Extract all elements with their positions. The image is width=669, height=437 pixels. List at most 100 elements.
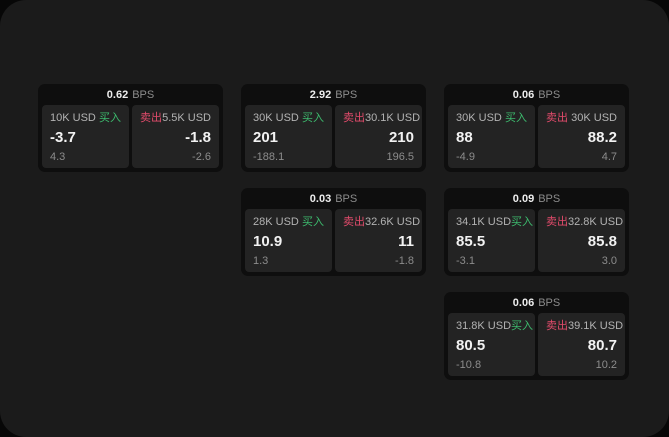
sell-panel-top: 卖出 32.6K USD <box>343 216 420 229</box>
sell-price: 88.2 <box>587 129 617 146</box>
quote-card: 2.92 BPS 30K USD 买入 201 -188.1 卖出 <box>241 84 426 172</box>
buy-side-label: 买入 <box>302 112 324 124</box>
sell-panel-top: 卖出 39.1K USD <box>546 320 623 333</box>
buy-sell-panels: 30K USD 买入 88 -4.9 卖出 30K USD 88.2 4.7 <box>444 105 629 172</box>
sell-amount: 30.1K USD <box>365 112 421 124</box>
sell-amount: 32.6K USD <box>365 216 421 228</box>
buy-side-label: 买入 <box>302 216 324 228</box>
buy-amount: 30K USD <box>456 112 502 124</box>
quote-card: 0.09 BPS 34.1K USD 买入 85.5 -3.1 卖出 <box>444 188 629 276</box>
bps-header: 0.06 BPS <box>444 292 629 313</box>
bps-unit-label: BPS <box>538 296 561 309</box>
bps-value: 2.92 <box>309 88 332 101</box>
sell-panel-top: 卖出 30.1K USD <box>343 112 420 125</box>
sell-panel-top: 卖出 32.8K USD <box>546 216 623 229</box>
sell-side-label: 卖出 <box>343 216 365 228</box>
quote-card: 0.06 BPS 30K USD 买入 88 -4.9 卖出 <box>444 84 629 172</box>
buy-sell-panels: 34.1K USD 买入 85.5 -3.1 卖出 32.8K USD 85.8… <box>444 209 629 276</box>
bps-unit-label: BPS <box>538 192 561 205</box>
sell-price: 210 <box>388 129 414 146</box>
buy-amount: 10K USD <box>50 112 96 124</box>
sell-price: 85.8 <box>587 233 617 250</box>
sell-panel[interactable]: 卖出 30K USD 88.2 4.7 <box>538 105 625 168</box>
buy-price: 201 <box>253 129 279 146</box>
buy-side-label: 买入 <box>511 320 534 332</box>
sell-panel[interactable]: 卖出 5.5K USD -1.8 -2.6 <box>132 105 219 168</box>
bps-unit-label: BPS <box>538 88 561 101</box>
bps-unit-label: BPS <box>335 192 358 205</box>
buy-panel-top: 10K USD 买入 <box>50 112 121 125</box>
buy-panel-top: 30K USD 买入 <box>253 112 324 125</box>
bps-header: 0.62 BPS <box>38 84 223 105</box>
sell-sub-value: 4.7 <box>601 151 617 163</box>
buy-sub-value: -3.1 <box>456 255 475 267</box>
buy-sell-panels: 10K USD 买入 -3.7 4.3 卖出 5.5K USD -1.8 -2.… <box>38 105 223 172</box>
buy-side-label: 买入 <box>511 216 534 228</box>
bps-header: 0.06 BPS <box>444 84 629 105</box>
sell-side-label: 卖出 <box>546 320 568 332</box>
buy-sub-value: -188.1 <box>253 151 285 163</box>
buy-panel[interactable]: 28K USD 买入 10.9 1.3 <box>245 209 332 272</box>
buy-sub-value: 1.3 <box>253 255 269 267</box>
buy-panel[interactable]: 30K USD 买入 88 -4.9 <box>448 105 535 168</box>
buy-panel-top: 30K USD 买入 <box>456 112 527 125</box>
buy-panel[interactable]: 31.8K USD 买入 80.5 -10.8 <box>448 313 535 376</box>
bps-header: 0.09 BPS <box>444 188 629 209</box>
buy-amount: 28K USD <box>253 216 299 228</box>
buy-sub-value: -4.9 <box>456 151 475 163</box>
sell-panel[interactable]: 卖出 32.6K USD 11 -1.8 <box>335 209 422 272</box>
buy-amount: 31.8K USD <box>456 320 512 332</box>
bps-value: 0.62 <box>106 88 129 101</box>
quote-card: 0.62 BPS 10K USD 买入 -3.7 4.3 卖出 <box>38 84 223 172</box>
sell-panel-top: 卖出 5.5K USD <box>140 112 211 125</box>
bps-unit-label: BPS <box>335 88 358 101</box>
sell-panel[interactable]: 卖出 30.1K USD 210 196.5 <box>335 105 422 168</box>
bps-value: 0.06 <box>512 88 535 101</box>
sell-amount: 39.1K USD <box>568 320 624 332</box>
sell-side-label: 卖出 <box>140 112 162 124</box>
bps-header: 0.03 BPS <box>241 188 426 209</box>
sell-sub-value: -1.8 <box>395 255 414 267</box>
buy-side-label: 买入 <box>505 112 527 124</box>
buy-panel[interactable]: 10K USD 买入 -3.7 4.3 <box>42 105 129 168</box>
bps-header: 2.92 BPS <box>241 84 426 105</box>
quote-card: 0.06 BPS 31.8K USD 买入 80.5 -10.8 卖 <box>444 292 629 380</box>
buy-sub-value: -10.8 <box>456 359 482 371</box>
sell-sub-value: 10.2 <box>595 359 617 371</box>
buy-price: 10.9 <box>253 233 283 250</box>
sell-amount: 30K USD <box>571 112 617 124</box>
buy-panel-top: 34.1K USD 买入 <box>456 216 533 229</box>
bps-value: 0.03 <box>309 192 332 205</box>
buy-price: -3.7 <box>50 129 76 146</box>
buy-amount: 34.1K USD <box>456 216 512 228</box>
buy-amount: 30K USD <box>253 112 299 124</box>
sell-panel-top: 卖出 30K USD <box>546 112 617 125</box>
buy-price: 80.5 <box>456 337 486 354</box>
sell-sub-value: 3.0 <box>601 255 617 267</box>
quote-card: 0.03 BPS 28K USD 买入 10.9 1.3 卖出 <box>241 188 426 276</box>
buy-sell-panels: 28K USD 买入 10.9 1.3 卖出 32.6K USD 11 -1.8 <box>241 209 426 276</box>
bps-value: 0.09 <box>512 192 535 205</box>
sell-price: 80.7 <box>587 337 617 354</box>
sell-panel[interactable]: 卖出 32.8K USD 85.8 3.0 <box>538 209 625 272</box>
buy-sell-panels: 30K USD 买入 201 -188.1 卖出 30.1K USD 210 1… <box>241 105 426 172</box>
buy-panel[interactable]: 30K USD 买入 201 -188.1 <box>245 105 332 168</box>
sell-panel[interactable]: 卖出 39.1K USD 80.7 10.2 <box>538 313 625 376</box>
sell-sub-value: -2.6 <box>192 151 211 163</box>
buy-panel-top: 28K USD 买入 <box>253 216 324 229</box>
buy-price: 85.5 <box>456 233 486 250</box>
buy-panel[interactable]: 34.1K USD 买入 85.5 -3.1 <box>448 209 535 272</box>
sell-side-label: 卖出 <box>343 112 365 124</box>
bps-unit-label: BPS <box>132 88 155 101</box>
buy-side-label: 买入 <box>99 112 121 124</box>
buy-sub-value: 4.3 <box>50 151 66 163</box>
quote-cards-grid: 0.62 BPS 10K USD 买入 -3.7 4.3 卖出 <box>38 84 629 380</box>
buy-panel-top: 31.8K USD 买入 <box>456 320 533 333</box>
sell-side-label: 卖出 <box>546 112 568 124</box>
buy-price: 88 <box>456 129 473 146</box>
sell-sub-value: 196.5 <box>386 151 414 163</box>
buy-sell-panels: 31.8K USD 买入 80.5 -10.8 卖出 39.1K USD 80.… <box>444 313 629 380</box>
sell-amount: 5.5K USD <box>162 112 211 124</box>
